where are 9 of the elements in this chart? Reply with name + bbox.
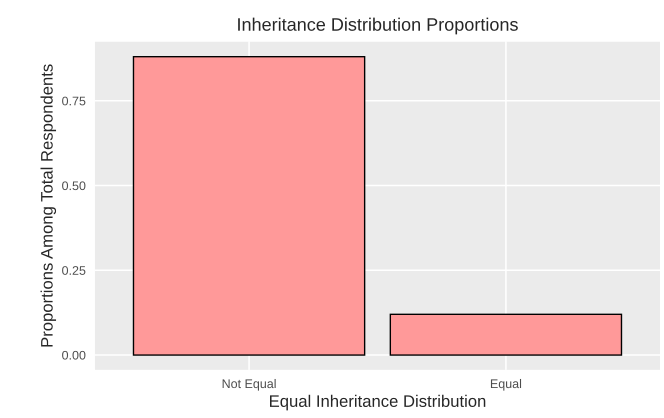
y-axis-title: Proportions Among Total Respondents	[40, 64, 56, 347]
x-tick-label: Not Equal	[222, 378, 276, 391]
y-tick-label: 0.50	[62, 181, 86, 190]
chart-title: Inheritance Distribution Proportions	[238, 18, 518, 34]
y-tick-label: 0.75	[62, 96, 86, 106]
x-axis-title: Equal Inheritance Distribution	[270, 394, 486, 410]
y-tick-label: 0.25	[62, 266, 86, 275]
y-tick-label: 0.00	[62, 350, 86, 360]
x-tick-label: Equal	[490, 378, 522, 391]
